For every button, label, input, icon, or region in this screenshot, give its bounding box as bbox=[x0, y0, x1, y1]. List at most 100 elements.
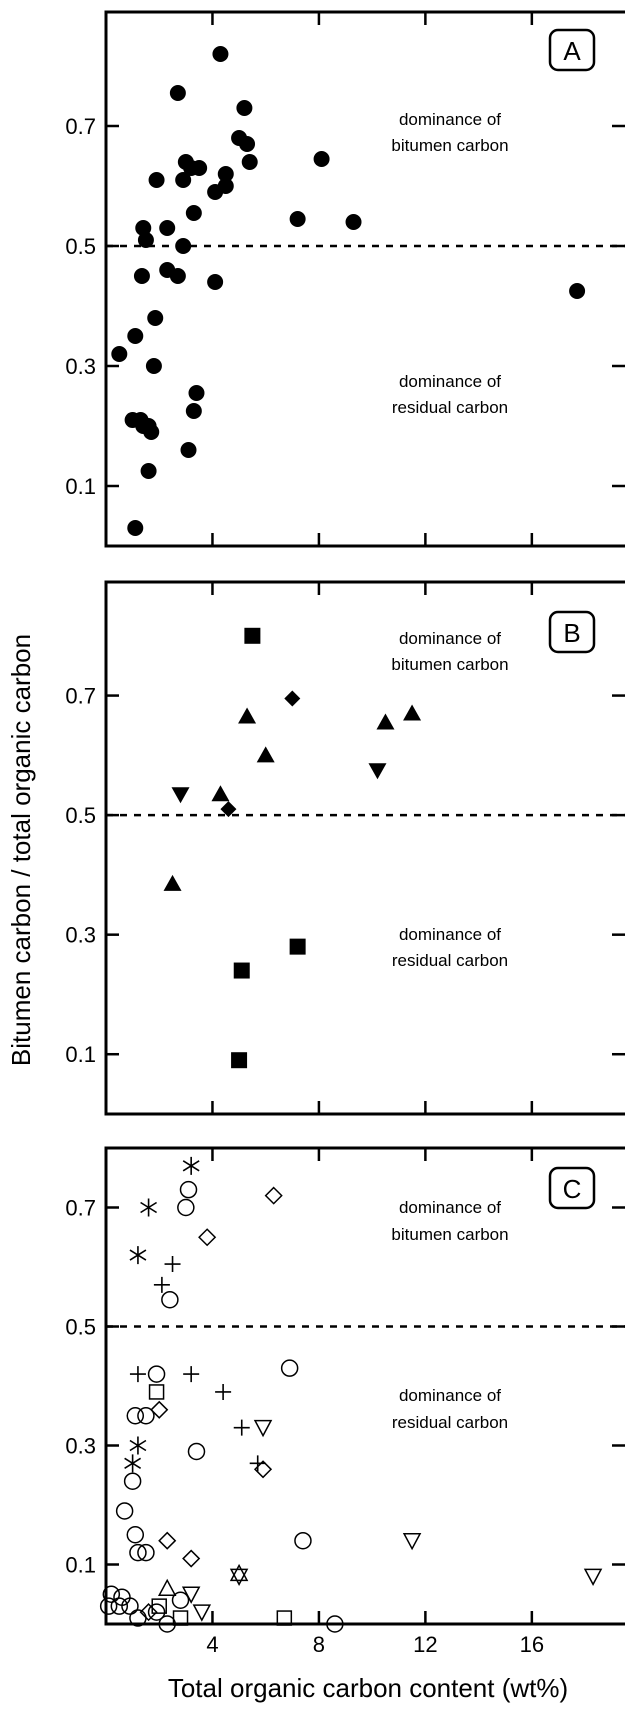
y-axis-title: Bitumen carbon / total organic carbon bbox=[6, 634, 36, 1066]
data-point bbox=[147, 1603, 166, 1621]
y-tick-label: 0.1 bbox=[65, 1553, 96, 1578]
data-point bbox=[241, 154, 258, 170]
data-point bbox=[140, 463, 157, 479]
data-point bbox=[244, 627, 261, 644]
x-tick-label: 16 bbox=[520, 1632, 544, 1657]
data-point bbox=[129, 1436, 147, 1455]
data-point bbox=[177, 1198, 195, 1217]
data-point bbox=[169, 268, 186, 284]
annotation-residual: residual carbon bbox=[392, 1413, 508, 1432]
data-point bbox=[183, 1366, 200, 1383]
y-tick-label: 0.5 bbox=[65, 1315, 96, 1340]
x-tick-label: 8 bbox=[313, 1632, 325, 1657]
data-point bbox=[284, 690, 301, 707]
y-tick-label: 0.3 bbox=[65, 1434, 96, 1459]
data-point bbox=[110, 1597, 129, 1615]
data-point bbox=[133, 268, 150, 284]
data-point bbox=[140, 1198, 158, 1217]
data-point bbox=[217, 178, 234, 194]
data-point bbox=[238, 707, 257, 724]
data-point bbox=[102, 1585, 121, 1603]
data-point bbox=[231, 1052, 248, 1069]
x-tick-label: 4 bbox=[206, 1632, 218, 1657]
data-point bbox=[182, 1156, 200, 1175]
data-point bbox=[253, 1419, 273, 1438]
data-point bbox=[198, 1228, 217, 1247]
data-point bbox=[158, 1531, 177, 1550]
annotation-residual: residual carbon bbox=[392, 951, 508, 970]
panel-frame bbox=[104, 10, 625, 548]
data-point bbox=[583, 1568, 603, 1586]
data-point bbox=[181, 1586, 201, 1604]
data-point bbox=[148, 1384, 165, 1400]
data-point bbox=[403, 704, 422, 721]
data-point bbox=[153, 1276, 170, 1293]
annotation-bitumen: bitumen carbon bbox=[391, 655, 508, 674]
data-point bbox=[115, 1502, 134, 1520]
panel-label-box bbox=[548, 1166, 596, 1210]
data-point bbox=[148, 172, 165, 188]
data-point bbox=[229, 1563, 249, 1582]
data-point bbox=[188, 385, 205, 401]
data-point bbox=[185, 205, 202, 221]
data-point bbox=[280, 1359, 299, 1377]
data-point bbox=[121, 1597, 139, 1615]
panel-label: A bbox=[563, 36, 581, 66]
data-point bbox=[127, 328, 144, 344]
data-point bbox=[169, 85, 186, 101]
data-point bbox=[313, 151, 330, 167]
data-point bbox=[289, 211, 306, 227]
y-tick-label: 0.1 bbox=[65, 1042, 96, 1067]
data-point bbox=[137, 232, 154, 248]
y-tick-label: 0.3 bbox=[65, 923, 96, 948]
data-point bbox=[123, 1472, 142, 1490]
data-point bbox=[171, 787, 190, 804]
data-point bbox=[124, 1454, 142, 1473]
y-tick-label: 0.3 bbox=[65, 354, 96, 379]
data-point bbox=[207, 274, 224, 290]
panel-frame bbox=[104, 1146, 625, 1626]
data-point bbox=[276, 1610, 293, 1626]
data-point bbox=[376, 713, 395, 730]
data-point bbox=[256, 746, 275, 763]
annotation-bitumen: dominance of bbox=[399, 629, 501, 648]
data-point bbox=[191, 160, 208, 176]
data-point bbox=[137, 1543, 155, 1562]
y-tick-label: 0.1 bbox=[65, 474, 96, 499]
data-point bbox=[229, 1568, 249, 1586]
series-asterisk bbox=[124, 1156, 200, 1473]
x-axis-title: Total organic carbon content (wt%) bbox=[168, 1673, 568, 1703]
data-point bbox=[289, 938, 306, 955]
data-point bbox=[179, 1180, 198, 1199]
series-filled-diamond bbox=[220, 690, 301, 818]
data-point bbox=[249, 1455, 266, 1472]
data-point bbox=[135, 220, 152, 236]
series-open-triangle-down bbox=[181, 1419, 603, 1622]
panel-label: C bbox=[563, 1174, 582, 1204]
data-point bbox=[145, 358, 162, 374]
data-point bbox=[402, 1532, 422, 1551]
data-point bbox=[239, 136, 256, 152]
y-tick-label: 0.7 bbox=[65, 684, 96, 709]
data-point bbox=[171, 1591, 190, 1609]
data-point bbox=[111, 346, 128, 362]
data-point bbox=[137, 1407, 155, 1425]
data-point bbox=[185, 403, 202, 419]
annotation-bitumen: bitumen carbon bbox=[391, 1225, 508, 1244]
data-point bbox=[164, 1256, 181, 1273]
data-point bbox=[99, 1597, 118, 1615]
annotation-residual: dominance of bbox=[399, 925, 501, 944]
data-point bbox=[161, 1290, 179, 1309]
data-point bbox=[233, 962, 250, 979]
data-point bbox=[264, 1186, 283, 1205]
x-tick-label: 12 bbox=[413, 1632, 437, 1657]
data-point bbox=[211, 785, 230, 802]
series-filled-triangle-down bbox=[171, 763, 387, 804]
data-point bbox=[345, 214, 362, 230]
series-open-triangle-up bbox=[157, 1563, 249, 1597]
data-point bbox=[129, 1543, 147, 1562]
data-point bbox=[326, 1615, 344, 1633]
